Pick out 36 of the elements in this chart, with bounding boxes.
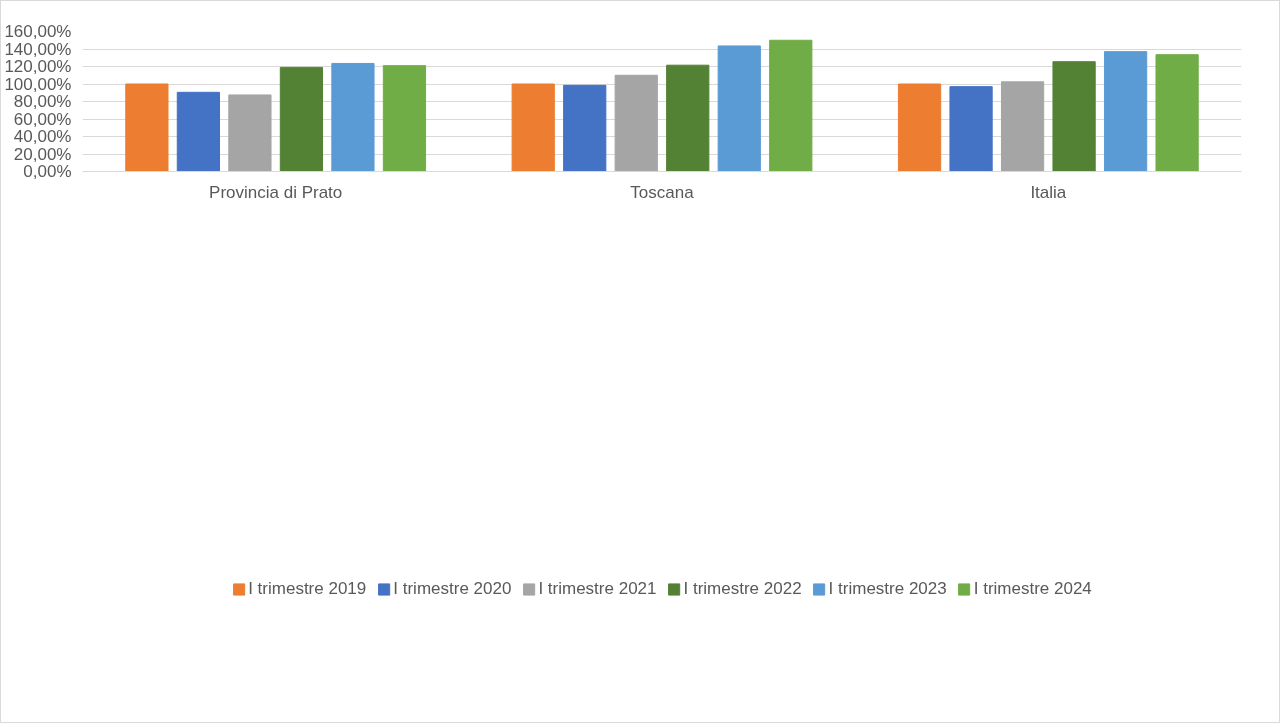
bar bbox=[614, 74, 658, 172]
bar bbox=[666, 64, 710, 172]
y-tick-label: 40,00% bbox=[13, 127, 72, 146]
y-tick-label: 120,00% bbox=[4, 57, 72, 76]
legend-label: I trimestre 2021 bbox=[538, 579, 657, 599]
bar bbox=[331, 62, 375, 172]
y-tick-label: 20,00% bbox=[13, 144, 72, 164]
bar bbox=[769, 39, 813, 172]
y-tick-label: 140,00% bbox=[4, 39, 72, 59]
x-tick-label: Toscana bbox=[630, 182, 695, 202]
y-tick-label: 80,00% bbox=[13, 92, 72, 111]
bar bbox=[1103, 51, 1148, 172]
bar bbox=[1052, 61, 1096, 172]
y-tick-label: 100,00% bbox=[4, 74, 72, 94]
x-tick-label: Italia bbox=[1030, 182, 1067, 202]
bar bbox=[1155, 54, 1199, 172]
y-tick-label: 160,00% bbox=[4, 22, 72, 41]
legend-label: I trimestre 2023 bbox=[828, 579, 947, 599]
bar bbox=[382, 65, 427, 172]
bar bbox=[511, 83, 555, 172]
bar bbox=[717, 45, 761, 172]
y-tick-label: 60,00% bbox=[13, 109, 72, 129]
bar bbox=[897, 83, 942, 172]
legend-label: I trimestre 2020 bbox=[393, 579, 512, 599]
legend-label: I trimestre 2019 bbox=[248, 579, 367, 599]
y-tick-label: 0,00% bbox=[23, 162, 72, 181]
bar bbox=[563, 84, 607, 172]
bar bbox=[949, 86, 993, 172]
bar bbox=[279, 66, 324, 172]
bar bbox=[228, 94, 272, 172]
bar bbox=[176, 91, 221, 172]
legend-label: I trimestre 2022 bbox=[683, 579, 802, 599]
bar bbox=[125, 83, 169, 172]
legend-label: I trimestre 2024 bbox=[973, 579, 1092, 599]
bar bbox=[1000, 81, 1045, 172]
x-tick-label: Provincia di Prato bbox=[209, 182, 343, 202]
